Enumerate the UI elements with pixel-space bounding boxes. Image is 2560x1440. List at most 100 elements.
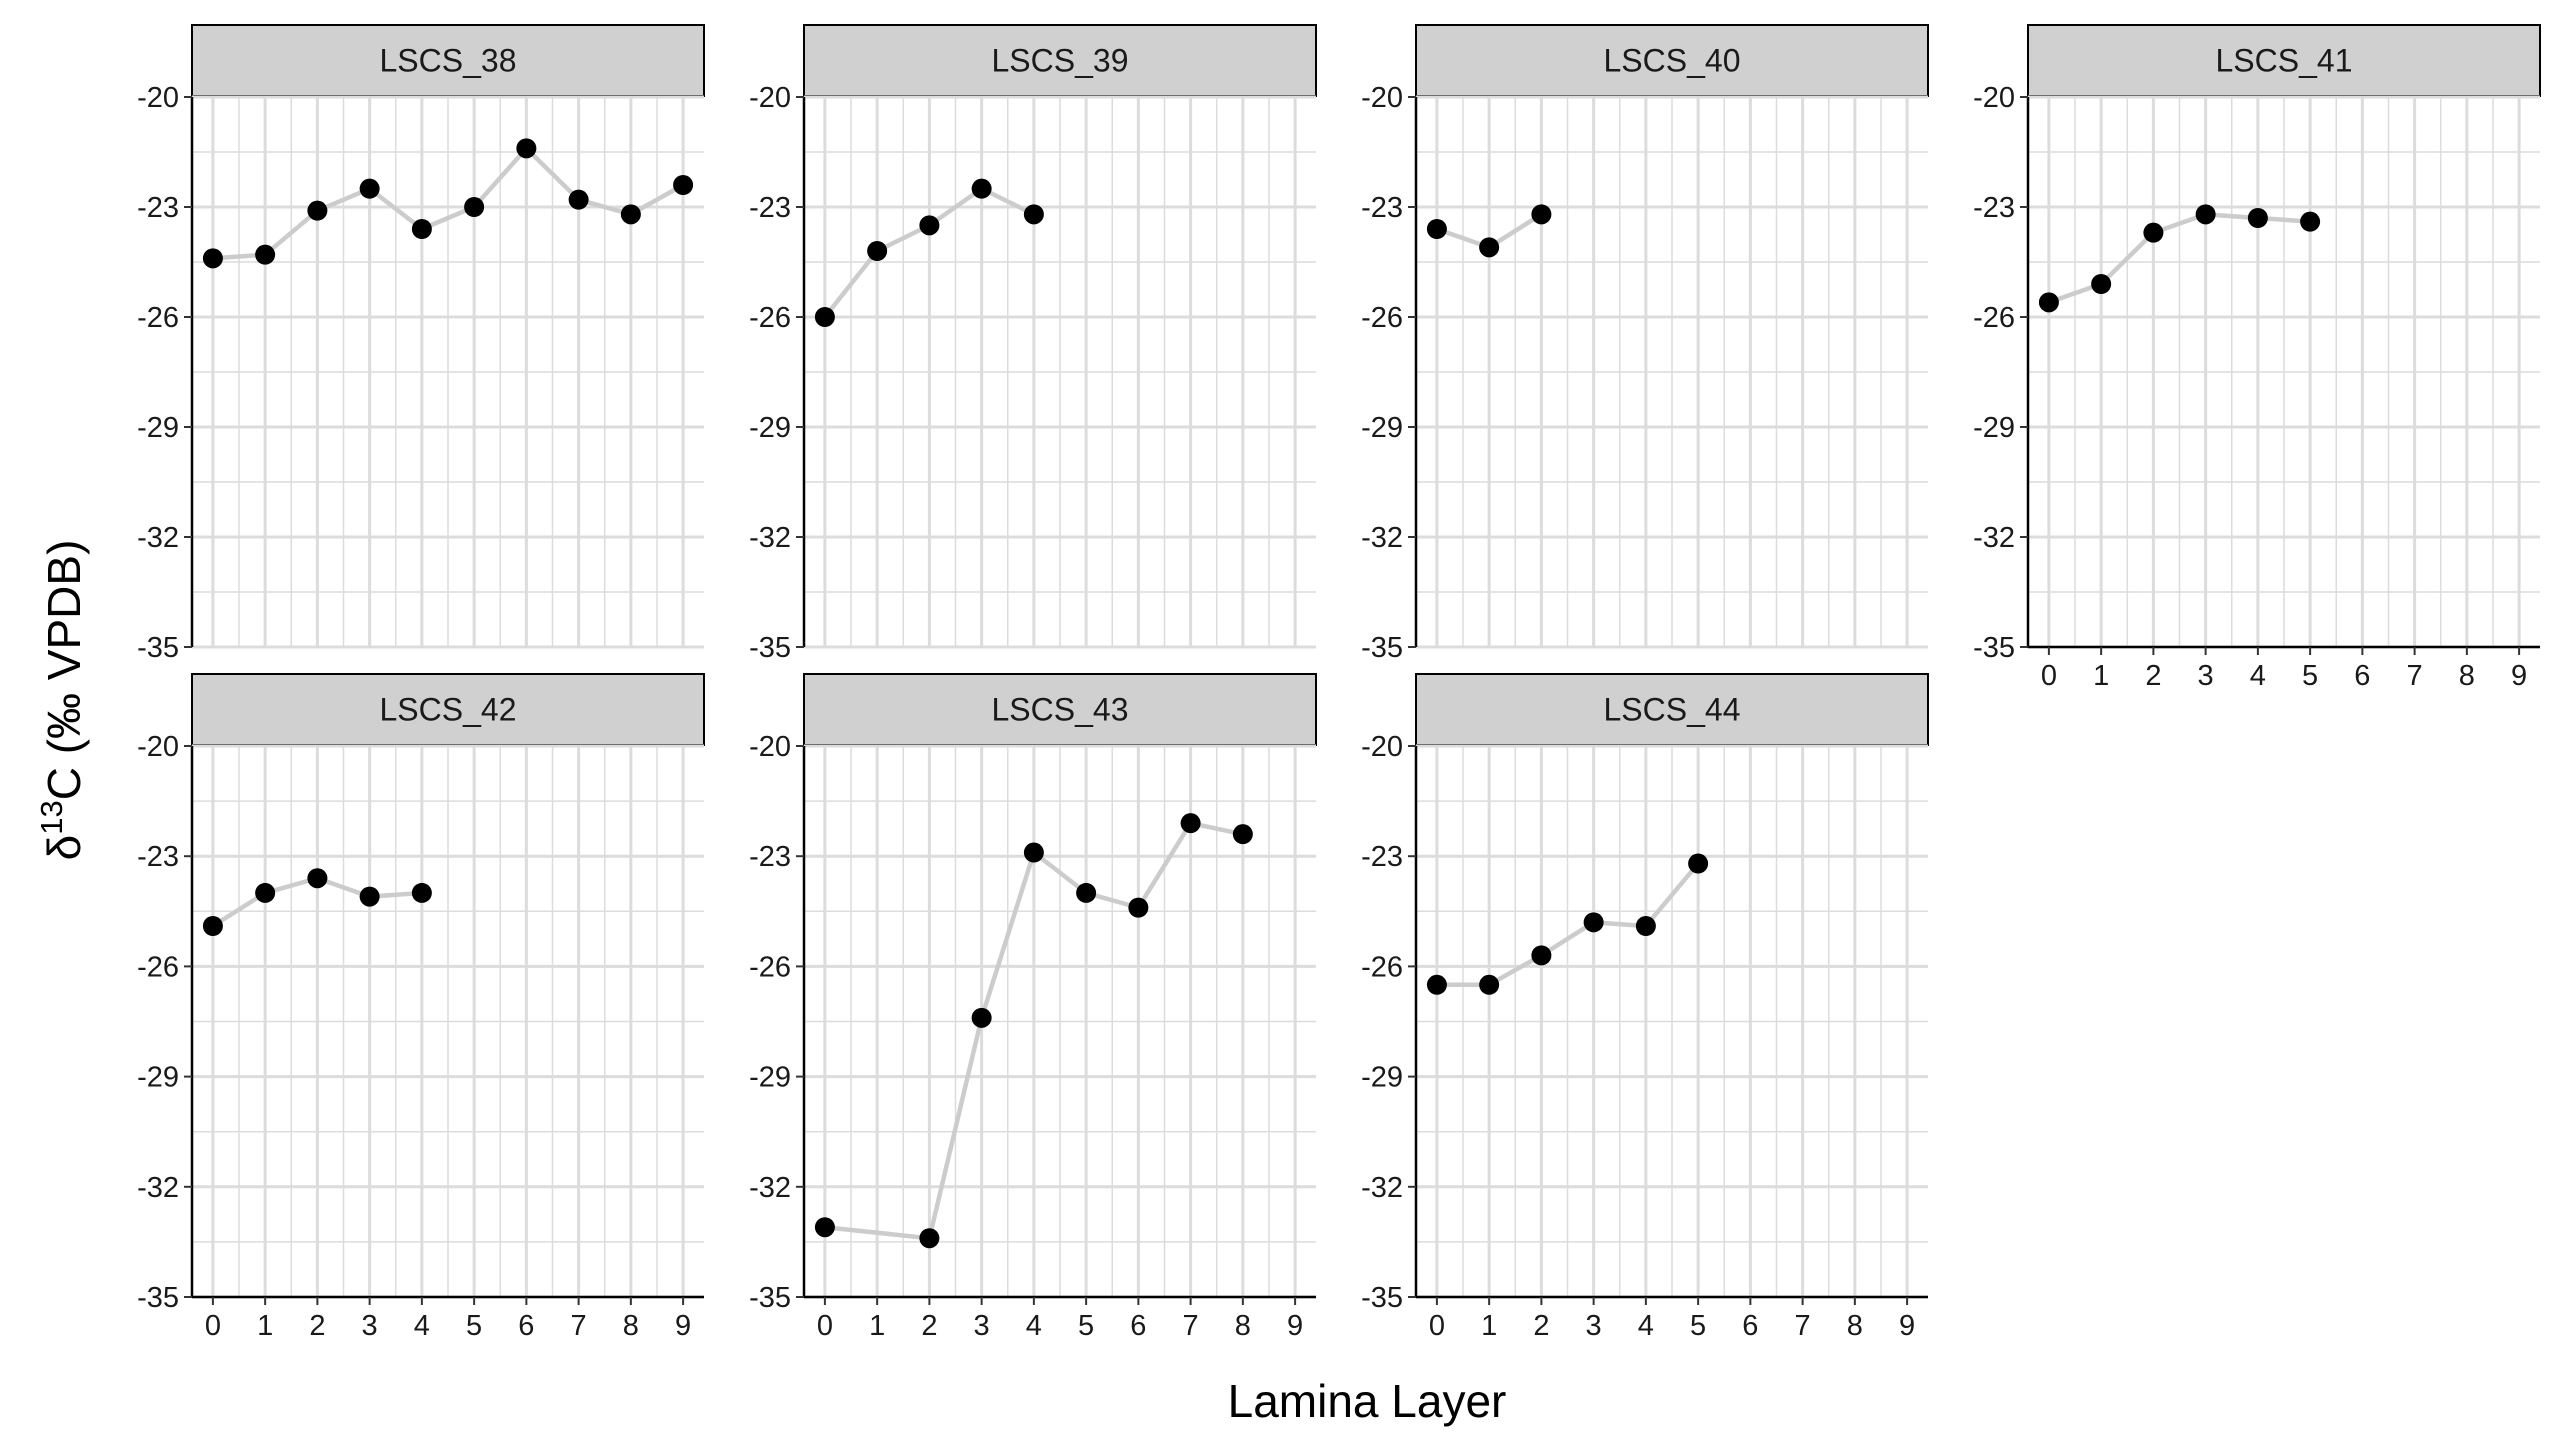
facet-strip xyxy=(2027,24,2541,97)
facet-panel-LSCS_41: LSCS_41 -20 -23 -26 -29 -32 -35 0 1 2 3 4 5 6 7 8 9 xyxy=(1973,24,2541,692)
data-point xyxy=(1531,945,1552,966)
data-point xyxy=(919,215,940,236)
data-point xyxy=(255,882,276,903)
data-point xyxy=(1688,853,1709,874)
data-point xyxy=(1128,897,1149,918)
facet-strip xyxy=(191,24,705,97)
y-tick-label: -29 xyxy=(1973,412,2015,444)
data-point xyxy=(464,197,485,217)
facet-strip-label: LSCS_38 xyxy=(380,43,517,79)
x-tick-label: 4 xyxy=(1026,1310,1042,1342)
y-tick-label: -32 xyxy=(1361,1172,1403,1204)
y-tick-label: -35 xyxy=(137,1282,179,1314)
gridlines xyxy=(804,744,1316,1299)
y-tick-label: -23 xyxy=(1973,192,2015,224)
y-axis-title-rest: C (‰ VPDB) xyxy=(38,540,90,801)
y-tick-label: -35 xyxy=(1361,1282,1403,1314)
data-point xyxy=(1531,204,1552,225)
facet-strip-label: LSCS_40 xyxy=(1604,43,1741,79)
x-tick-label: 0 xyxy=(817,1310,833,1342)
x-tick-label: 8 xyxy=(1235,1310,1251,1342)
x-tick-label: 2 xyxy=(921,1310,937,1342)
facet-strip xyxy=(191,673,705,746)
y-tick-label: -26 xyxy=(749,951,791,983)
x-tick-label: 6 xyxy=(518,1310,534,1342)
y-tick-label: -23 xyxy=(749,841,791,873)
y-tick-label: -29 xyxy=(749,412,791,444)
facet-panel-LSCS_39: LSCS_39 -20 -23 -26 -29 -32 -35 xyxy=(749,24,1317,664)
x-tick-label: 9 xyxy=(1287,1310,1303,1342)
facet-strip-label: LSCS_39 xyxy=(992,43,1129,79)
data-point xyxy=(202,915,223,936)
x-tick-label: 8 xyxy=(2459,660,2475,692)
y-tick-label: -32 xyxy=(1361,522,1403,554)
y-tick-label: -32 xyxy=(749,522,791,554)
data-point xyxy=(1426,974,1447,995)
x-tick-label: 4 xyxy=(414,1310,430,1342)
y-tick-label: -26 xyxy=(137,951,179,983)
data-point xyxy=(568,189,589,210)
y-axis-title-prefix: δ xyxy=(38,835,90,861)
y-tick-label: -35 xyxy=(749,1282,791,1314)
y-tick-label: -23 xyxy=(1361,192,1403,224)
x-tick-label: 1 xyxy=(2093,660,2109,692)
x-tick-label: 2 xyxy=(1533,1310,1549,1342)
x-tick-label: 4 xyxy=(2250,660,2266,692)
facet-panel-LSCS_38: LSCS_38 -20 -23 -26 -29 -32 -35 xyxy=(137,24,705,664)
data-point xyxy=(307,868,328,889)
y-tick-label: -32 xyxy=(749,1172,791,1204)
facet-strip-label: LSCS_43 xyxy=(992,692,1129,728)
y-tick-label: -20 xyxy=(1973,82,2015,114)
x-tick-label: 4 xyxy=(1638,1310,1654,1342)
data-point xyxy=(2300,211,2321,232)
x-tick-label: 5 xyxy=(1690,1310,1706,1342)
data-point xyxy=(814,1217,835,1238)
y-tick-label: -32 xyxy=(137,1172,179,1204)
y-tick-label: -26 xyxy=(1361,302,1403,334)
data-point xyxy=(411,882,432,903)
y-tick-label: -20 xyxy=(749,82,791,114)
data-point xyxy=(1635,915,1656,936)
data-point xyxy=(2247,208,2268,228)
y-tick-label: -20 xyxy=(137,731,179,763)
x-tick-label: 3 xyxy=(1586,1310,1602,1342)
data-point xyxy=(2195,204,2216,225)
x-tick-label: 9 xyxy=(675,1310,691,1342)
y-tick-label: -26 xyxy=(137,302,179,334)
y-tick-label: -20 xyxy=(1361,82,1403,114)
data-point xyxy=(1583,912,1604,933)
data-point xyxy=(620,204,641,225)
data-point xyxy=(919,1228,940,1249)
data-point xyxy=(255,244,276,265)
x-tick-label: 5 xyxy=(1078,1310,1094,1342)
y-tick-label: -29 xyxy=(1361,1062,1403,1094)
x-tick-label: 8 xyxy=(623,1310,639,1342)
facet-strip xyxy=(803,24,1317,97)
data-point xyxy=(971,1007,992,1028)
y-tick-label: -32 xyxy=(1973,522,2015,554)
gridlines xyxy=(2028,95,2540,649)
y-tick-label: -35 xyxy=(749,632,791,664)
y-axis-title: δ13C (‰ VPDB) xyxy=(34,540,90,861)
y-tick-label: -26 xyxy=(1361,951,1403,983)
data-point xyxy=(1479,237,1500,258)
x-tick-label: 7 xyxy=(1795,1310,1811,1342)
series-line xyxy=(824,820,1244,1241)
data-point xyxy=(1180,813,1201,834)
y-tick-label: -20 xyxy=(749,731,791,763)
gridlines xyxy=(1416,744,1928,1299)
x-tick-label: 3 xyxy=(362,1310,378,1342)
data-point xyxy=(2143,222,2164,243)
x-tick-label: 5 xyxy=(466,1310,482,1342)
x-tick-label: 8 xyxy=(1847,1310,1863,1342)
y-tick-label: -23 xyxy=(1361,841,1403,873)
y-tick-label: -20 xyxy=(1361,731,1403,763)
x-tick-label: 1 xyxy=(1481,1310,1497,1342)
x-axis-title: Lamina Layer xyxy=(1228,1375,1507,1427)
x-tick-label: 6 xyxy=(1130,1310,1146,1342)
x-tick-label: 0 xyxy=(2041,660,2057,692)
x-tick-label: 7 xyxy=(571,1310,587,1342)
facet-strip xyxy=(803,673,1317,746)
data-point xyxy=(202,248,223,269)
y-tick-label: -29 xyxy=(137,412,179,444)
